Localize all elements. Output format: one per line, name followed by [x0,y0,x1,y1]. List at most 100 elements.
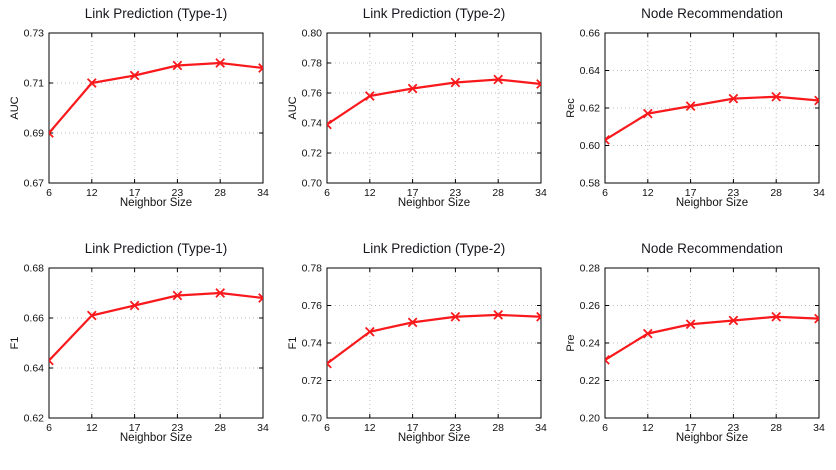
x-marker [327,119,332,130]
x-marker [364,91,375,101]
x-marker [327,358,332,369]
x-tick-label: 6 [46,422,52,434]
x-marker [129,70,140,81]
y-tick-label: 0.76 [302,300,323,312]
chart-title: Link Prediction (Type-2) [362,241,506,256]
chart-link-prediction-type1-f1: Link Prediction (Type-1) F1 6 12 17 23 28 34 0… [1,235,279,470]
y-tick-label: 0.70 [302,178,323,190]
x-tick-label: 17 [129,187,141,199]
x-axis-label: Neighbor Size [397,432,471,444]
plot-area-link-prediction-type2-auc: 6 12 17 23 28 34 0.70 0.72 0.74 0.76 0.78 0.80 [302,28,547,200]
y-tick-label: 0.64 [24,363,45,375]
x-marker [364,326,375,337]
y-tick-label: 0.24 [580,338,601,350]
chart-link-prediction-type1-auc: Link Prediction (Type-1) AUC 6 12 17 23 28 34… [1,0,279,235]
x-tick-label: 23 [450,422,462,434]
data-series [49,58,263,138]
data-series [327,74,541,130]
y-tick-label: 0.72 [302,148,323,160]
data-series [327,310,541,369]
x-tick-label: 28 [214,422,226,434]
x-tick-label: 28 [770,422,782,434]
x-axis-label: Neighbor Size [675,432,749,444]
x-marker [450,311,461,322]
x-marker [86,310,97,321]
x-tick-label: 23 [450,187,462,199]
x-tick-label: 28 [492,187,504,199]
x-marker [771,91,782,102]
x-tick-label: 6 [324,422,330,434]
y-tick-label: 0.62 [580,103,601,115]
x-tick-label: 12 [364,187,376,199]
x-marker [49,128,54,138]
chart-title: Link Prediction (Type-1) [84,241,228,256]
x-axis-label: Neighbor Size [119,432,193,444]
x-marker [172,290,183,301]
chart-link-prediction-type2-auc: Link Prediction (Type-2) AUC 6 12 17 23 28 34… [279,0,557,235]
x-tick-label: 17 [129,422,141,434]
x-tick-label: 34 [535,187,547,199]
x-tick-label: 34 [257,422,269,434]
x-tick-label: 23 [728,187,740,199]
data-series [605,311,819,365]
x-tick-label: 34 [535,422,547,434]
x-marker [407,317,418,328]
x-tick-label: 6 [324,187,330,199]
x-marker [814,95,819,106]
x-tick-label: 34 [813,422,825,434]
y-tick-label: 0.70 [302,413,323,425]
x-tick-label: 17 [407,187,419,199]
chart-title: Node Recommendation [641,6,783,21]
x-tick-label: 17 [407,422,419,434]
plot-area-node-recommendation-rec: 6 12 17 23 28 34 0.58 0.60 0.62 0.64 0.66 [580,28,825,200]
data-series [49,288,263,366]
x-marker [771,311,782,322]
y-tick-label: 0.72 [302,375,323,387]
y-tick-label: 0.71 [24,78,45,90]
y-tick-label: 0.80 [302,28,323,40]
x-marker [605,135,610,145]
x-tick-label: 28 [492,422,504,434]
x-marker [86,78,97,88]
x-axis-label: Neighbor Size [675,197,749,209]
plot-area-node-recommendation-pre: 6 12 17 23 28 34 0.20 0.22 0.24 0.26 0.28 [580,263,825,435]
y-tick-label: 0.22 [580,375,601,387]
y-tick-label: 0.66 [580,28,601,40]
x-marker [215,58,226,68]
y-tick-label: 0.64 [580,65,601,77]
chart-title: Link Prediction (Type-2) [362,6,506,21]
x-tick-label: 23 [728,422,740,434]
plot-area-link-prediction-type1-f1: 6 12 17 23 28 34 0.62 0.64 0.66 0.68 [24,263,269,435]
y-tick-label: 0.76 [302,88,323,100]
y-tick-label: 0.68 [24,263,45,275]
x-marker [642,108,653,119]
x-marker [172,60,183,71]
y-tick-label: 0.78 [302,58,323,70]
x-marker [685,319,696,330]
x-tick-label: 17 [685,422,697,434]
x-tick-label: 6 [46,187,52,199]
x-tick-label: 12 [642,422,654,434]
x-marker [258,63,263,73]
x-marker [536,311,541,322]
x-marker [493,310,504,320]
chart-title: Node Recommendation [641,241,783,256]
y-tick-label: 0.20 [580,413,601,425]
x-axis-label: Neighbor Size [119,197,193,209]
x-tick-label: 23 [172,422,184,434]
y-tick-label: 0.26 [580,300,601,312]
x-marker [258,293,263,303]
x-marker [685,101,696,111]
plot-area-link-prediction-type2-f1: 6 12 17 23 28 34 0.70 0.72 0.74 0.76 0.78 [302,263,547,435]
x-marker [493,74,504,85]
y-tick-label: 0.74 [302,118,323,130]
x-tick-label: 12 [86,187,98,199]
x-marker [129,300,140,311]
x-tick-label: 34 [813,187,825,199]
y-tick-label: 0.73 [24,28,45,40]
y-tick-label: 0.60 [580,140,601,152]
x-marker [536,79,541,89]
y-tick-label: 0.62 [24,413,45,425]
x-marker [642,328,653,339]
